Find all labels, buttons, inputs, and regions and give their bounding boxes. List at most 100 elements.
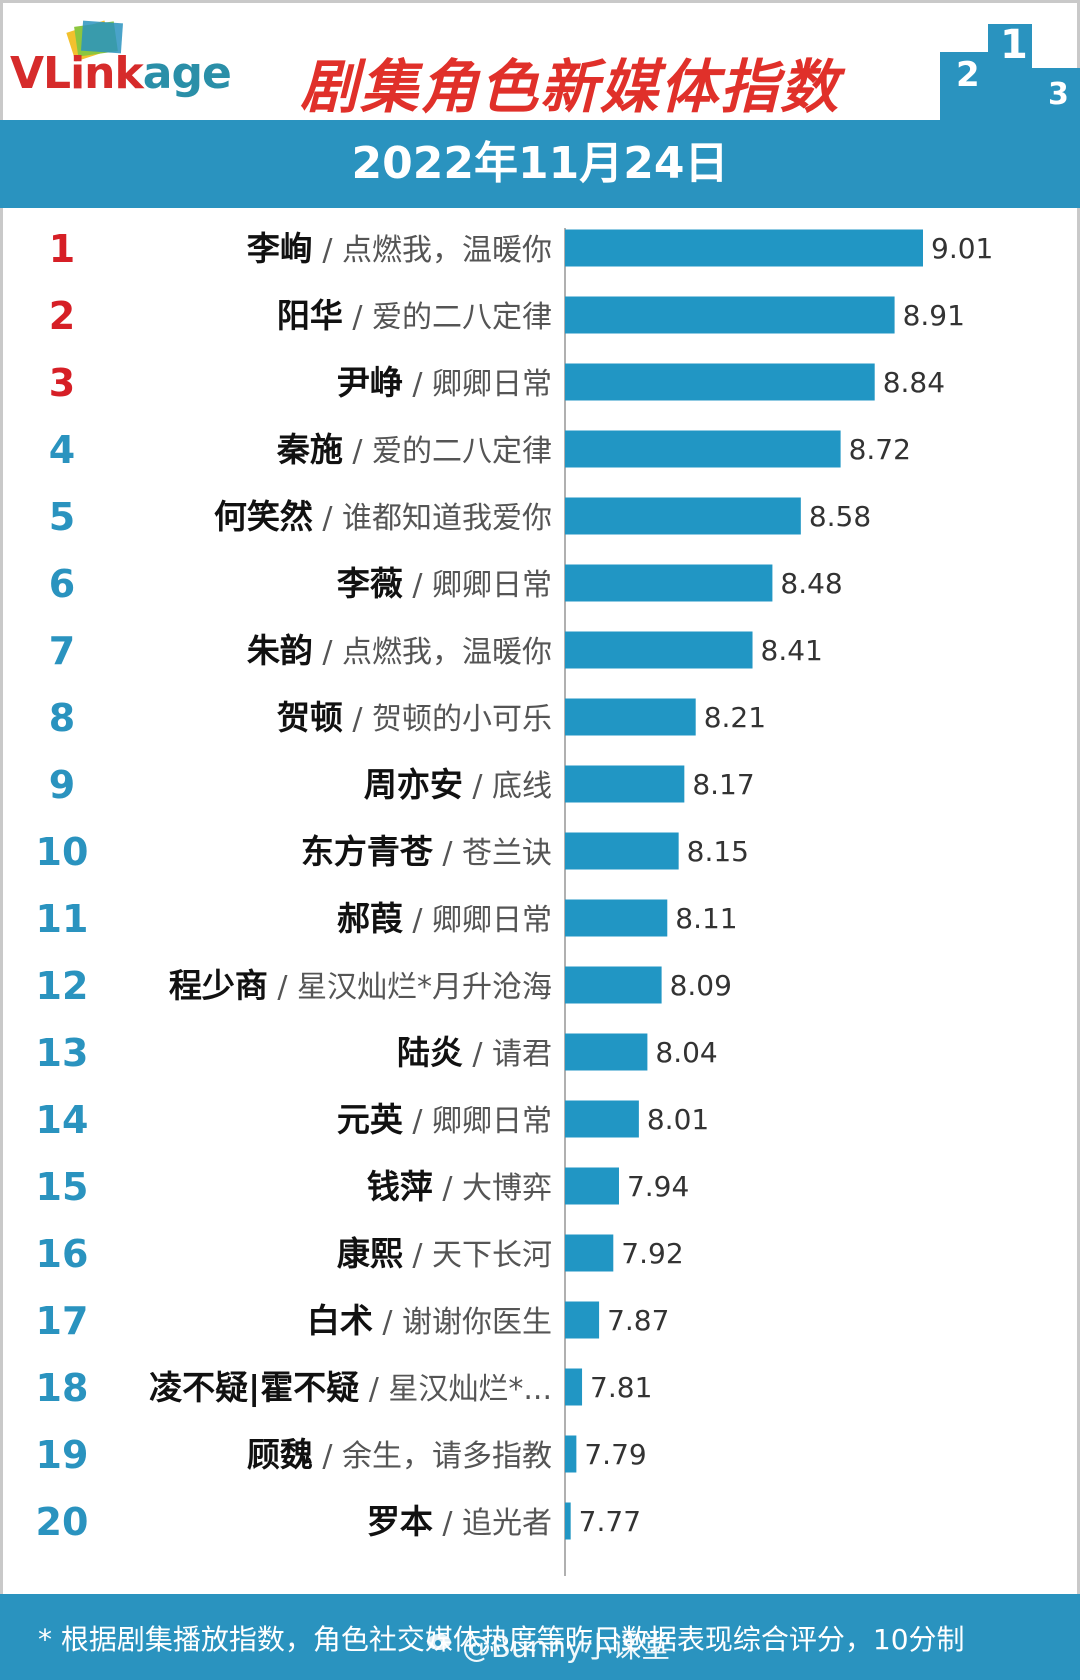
bar (565, 1502, 571, 1540)
weibo-icon (427, 1634, 451, 1650)
date-banner: 2022年11月24日 (0, 120, 1080, 208)
role-name: 贺顿 (277, 698, 343, 737)
show-name: / 余生，请多指教 (313, 1439, 552, 1474)
role-name: 钱萍 (367, 1167, 433, 1206)
show-name: / 追光者 (433, 1506, 552, 1541)
bar (565, 1033, 648, 1071)
bar (565, 765, 685, 803)
rank-label: 17 (36, 1299, 89, 1343)
show-name: / 点燃我，温暖你 (313, 233, 552, 268)
value-label: 8.72 (849, 433, 911, 466)
bar (565, 363, 875, 401)
category-label: 何笑然 / 谁都知道我爱你 (214, 497, 552, 536)
bar (565, 1234, 614, 1272)
category-label: 贺顿 / 贺顿的小可乐 (277, 698, 552, 737)
value-label: 7.77 (579, 1505, 641, 1538)
bar (565, 296, 895, 334)
logo-age: age (142, 48, 232, 99)
rank-label: 19 (36, 1433, 89, 1477)
category-label: 秦施 / 爱的二八定律 (276, 430, 552, 469)
show-name: / 卿卿日常 (403, 903, 552, 938)
value-label: 8.41 (761, 634, 823, 667)
footer: * 根据剧集播放指数，角色社交媒体热度等昨日数据表现综合评分，10分制 @Bun… (0, 1594, 1080, 1680)
logo-vlink: VLink (10, 48, 144, 99)
bar (565, 698, 696, 736)
rank-label: 3 (49, 361, 75, 405)
role-name: 何笑然 (214, 497, 313, 536)
bar (565, 1435, 577, 1473)
role-name: 李峋 (247, 229, 313, 268)
bar (565, 832, 679, 870)
chart-date: 2022年11月24日 (351, 138, 729, 189)
value-label: 8.58 (809, 500, 871, 533)
value-label: 8.84 (883, 366, 945, 399)
show-name: / 卿卿日常 (403, 1104, 552, 1139)
logo: VLinkage (10, 48, 232, 99)
show-name: / 贺顿的小可乐 (343, 702, 552, 737)
bar (565, 631, 753, 669)
page-title: 剧集角色新媒体指数 (300, 53, 841, 121)
show-name: / 天下长河 (403, 1238, 552, 1273)
rank-label: 14 (36, 1098, 89, 1142)
show-name: / 爱的二八定律 (343, 434, 552, 469)
bar (565, 899, 668, 937)
category-label: 罗本 / 追光者 (367, 1502, 552, 1541)
category-label: 康熙 / 天下长河 (337, 1234, 552, 1273)
bar (565, 1368, 583, 1406)
category-label: 李峋 / 点燃我，温暖你 (247, 229, 552, 268)
rank-label: 6 (49, 562, 75, 606)
value-label: 8.15 (687, 835, 749, 868)
value-label: 7.79 (584, 1438, 646, 1471)
logo-cards-icon (66, 20, 123, 62)
value-label: 9.01 (931, 232, 993, 265)
value-label: 8.11 (675, 902, 737, 935)
show-name: / 爱的二八定律 (343, 300, 552, 335)
role-name: 郝葭 (337, 899, 404, 938)
show-name: / 请君 (463, 1037, 552, 1072)
rank-label: 8 (49, 696, 75, 740)
bar (565, 1301, 600, 1339)
show-name: / 苍兰诀 (433, 836, 552, 871)
rank-label: 16 (36, 1232, 89, 1276)
category-label: 程少商 / 星汉灿烂*月升沧海 (169, 966, 552, 1005)
role-name: 白术 (307, 1301, 373, 1340)
value-label: 8.21 (704, 701, 766, 734)
category-label: 顾魏 / 余生，请多指教 (247, 1435, 552, 1474)
rank-label: 13 (36, 1031, 89, 1075)
category-label: 白术 / 谢谢你医生 (307, 1301, 552, 1340)
podium-label-1: 1 (1000, 22, 1028, 68)
value-label: 7.81 (590, 1371, 652, 1404)
category-label: 元英 / 卿卿日常 (337, 1100, 552, 1139)
role-name: 阳华 (277, 296, 343, 335)
show-name: / 星汉灿烂*... (359, 1372, 552, 1407)
category-label: 周亦安 / 底线 (364, 765, 552, 804)
show-name: / 底线 (463, 769, 552, 804)
show-name: / 点燃我，温暖你 (313, 635, 552, 670)
bar (565, 430, 841, 468)
rank-label: 9 (49, 763, 75, 807)
role-name: 周亦安 (364, 765, 463, 804)
rank-label: 15 (36, 1165, 89, 1209)
category-label: 东方青苍 / 苍兰诀 (301, 832, 552, 871)
bar (565, 1100, 639, 1138)
bar (565, 1167, 619, 1205)
value-label: 7.94 (627, 1170, 689, 1203)
show-name: / 星汉灿烂*月升沧海 (268, 970, 552, 1005)
watermark: @Bunny小课堂 (462, 1630, 671, 1664)
value-label: 8.09 (670, 969, 732, 1002)
category-label: 朱韵 / 点燃我，温暖你 (247, 631, 552, 670)
show-name: / 卿卿日常 (403, 568, 552, 603)
category-label: 陆炎 / 请君 (397, 1033, 552, 1072)
show-name: / 谁都知道我爱你 (313, 501, 552, 536)
ranking-bar-chart: 1 李峋 / 点燃我，温暖你 9.01 2 阳华 / 爱的二八定律 8.91 3 尹峥 / 卿… (36, 227, 993, 1576)
value-label: 7.87 (607, 1304, 669, 1337)
role-name: 陆炎 (397, 1033, 463, 1072)
podium-icon: 2 1 3 (940, 22, 1080, 120)
value-label: 8.17 (692, 768, 754, 801)
rank-label: 4 (49, 428, 75, 472)
value-label: 8.48 (780, 567, 842, 600)
bar (565, 229, 923, 267)
rank-label: 5 (49, 495, 75, 539)
rank-label: 2 (49, 294, 75, 338)
value-label: 8.04 (655, 1036, 717, 1069)
